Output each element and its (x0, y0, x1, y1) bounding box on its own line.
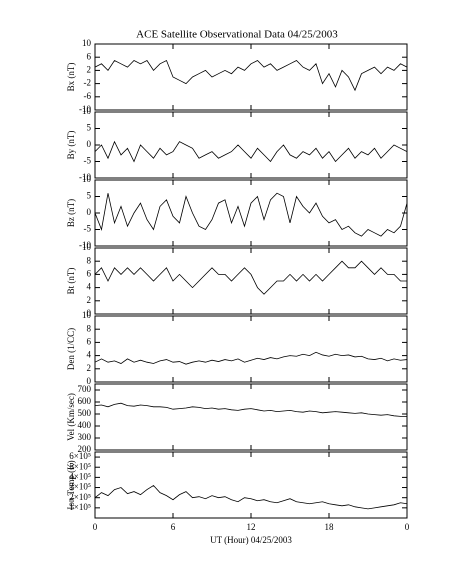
x-tick-label: 12 (247, 522, 256, 532)
x-axis-label: UT (Hour) 04/25/2003 (210, 535, 292, 545)
panel-frame (94, 111, 408, 179)
y-tick-label: 10 (82, 38, 92, 48)
data-line (94, 484, 408, 510)
y-tick-label: 0 (87, 207, 92, 217)
y-tick-label: 300 (78, 432, 92, 442)
y-tick-label: -2 (84, 78, 92, 88)
y-tick-label: 5×10⁵ (69, 461, 91, 471)
data-line (94, 402, 407, 417)
y-axis-label: Ion Temp (K) (66, 460, 76, 509)
y-tick-label: 2 (87, 295, 92, 305)
data-line (94, 140, 408, 163)
y-tick-label: -10 (79, 240, 91, 250)
y-tick-label: 8 (87, 255, 92, 265)
y-tick-label: 2 (87, 64, 92, 74)
y-tick-label: 4 (87, 282, 92, 292)
y-tick-label: 3×10⁵ (69, 482, 91, 492)
y-tick-label: 10 (82, 174, 92, 184)
y-tick-label: 2×10⁵ (69, 492, 91, 502)
y-tick-label: 400 (78, 420, 92, 430)
y-tick-label: 0 (87, 376, 92, 386)
data-line (94, 260, 407, 295)
y-tick-label: 4×10⁵ (69, 471, 91, 481)
y-tick-label: -10 (79, 104, 91, 114)
data-line (94, 351, 408, 365)
y-tick-label: -10 (79, 172, 91, 182)
y-tick-label: 6 (87, 51, 92, 61)
y-tick-label: -5 (84, 224, 92, 234)
y-axis-label: Vel (Km/sec) (66, 393, 76, 441)
y-axis-label: Bt (nT) (66, 268, 76, 295)
y-tick-label: 10 (82, 310, 92, 320)
x-tick-label: 18 (325, 522, 335, 532)
y-tick-label: 200 (78, 444, 92, 454)
panel-frame (94, 451, 408, 519)
y-tick-label: 5 (87, 191, 92, 201)
y-tick-label: 8 (87, 323, 92, 333)
y-axis-label: Den (1/CC) (66, 328, 76, 370)
y-tick-label: 600 (78, 396, 92, 406)
y-axis-label: Bz (nT) (66, 199, 76, 227)
x-tick-label: 0 (93, 522, 98, 532)
panel-frame (94, 247, 408, 315)
y-tick-label: 0 (87, 139, 92, 149)
data-line (94, 192, 408, 237)
y-tick-label: 1×10⁵ (69, 502, 91, 512)
panel-frame (94, 315, 408, 383)
y-tick-label: 6 (87, 336, 92, 346)
y-tick-label: 500 (78, 408, 92, 418)
y-tick-label: 6×10⁵ (69, 451, 91, 461)
y-tick-label: 0 (87, 308, 92, 318)
chart-title: ACE Satellite Observational Data 04/25/2… (136, 29, 338, 41)
y-tick-label: 2 (87, 363, 92, 373)
y-tick-label: 4 (87, 350, 92, 360)
y-axis-label: Bx (nT) (66, 63, 76, 92)
x-tick-label: 0 (405, 522, 410, 532)
y-tick-label: 700 (78, 384, 92, 394)
y-tick-label: 10 (82, 106, 92, 116)
data-line (94, 59, 408, 92)
panel-frame (94, 179, 408, 247)
y-tick-label: -6 (84, 91, 92, 101)
y-tick-label: -5 (84, 156, 92, 166)
y-tick-label: 5 (87, 123, 92, 133)
y-tick-label: 6 (87, 268, 92, 278)
x-tick-label: 6 (171, 522, 176, 532)
y-axis-label: By (nT) (66, 131, 76, 160)
y-tick-label: 10 (82, 242, 92, 252)
panel-frame (94, 383, 408, 451)
